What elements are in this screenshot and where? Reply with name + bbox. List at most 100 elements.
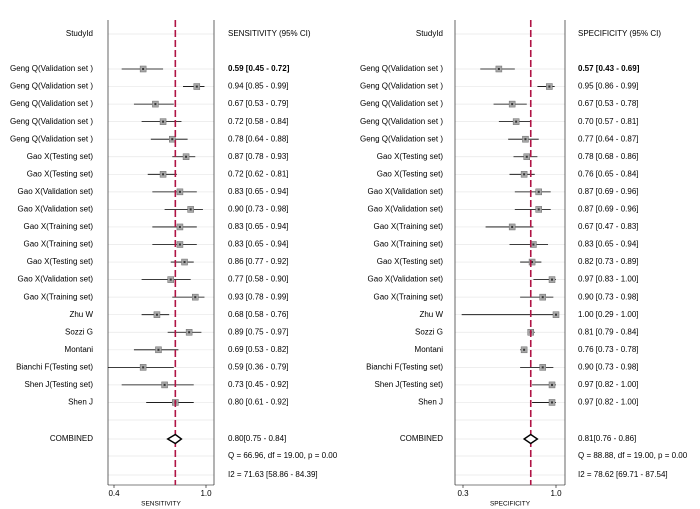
study-estimate-value: 0.83 [0.65 - 0.94] xyxy=(578,240,639,249)
study-estimate-value: 0.59 [0.36 - 0.79] xyxy=(228,362,289,371)
study-estimate-value: 0.76 [0.73 - 0.78] xyxy=(578,345,639,354)
point-estimate-center xyxy=(532,243,535,246)
study-estimate-value: 0.77 [0.58 - 0.90] xyxy=(228,275,289,284)
study-estimate-value: 0.97 [0.83 - 1.00] xyxy=(578,275,639,284)
study-name: Geng Q(Validation set ) xyxy=(360,82,443,91)
point-estimate-center xyxy=(163,383,166,386)
point-estimate-center xyxy=(157,348,160,351)
point-estimate-center xyxy=(169,278,172,281)
point-estimate-center xyxy=(541,366,544,369)
combined-estimate-value: 0.80[0.75 - 0.84] xyxy=(228,434,286,443)
point-estimate-center xyxy=(523,173,526,176)
study-estimate-value: 0.89 [0.75 - 0.97] xyxy=(228,327,289,336)
study-estimate-value: 0.87 [0.78 - 0.93] xyxy=(228,152,289,161)
point-estimate-center xyxy=(194,296,197,299)
study-estimate-value: 1.00 [0.29 - 1.00] xyxy=(578,310,639,319)
study-estimate-value: 0.57 [0.43 - 0.69] xyxy=(578,64,640,73)
study-name: Gao X(Testing set) xyxy=(27,152,94,161)
study-estimate-value: 0.87 [0.69 - 0.96] xyxy=(578,205,639,214)
study-estimate-value: 0.73 [0.45 - 0.92] xyxy=(228,380,289,389)
study-name: Zhu W xyxy=(419,310,443,319)
point-estimate-center xyxy=(523,348,526,351)
study-estimate-value: 0.70 [0.57 - 0.81] xyxy=(578,117,639,126)
point-estimate-center xyxy=(511,225,514,228)
point-estimate-center xyxy=(524,138,527,141)
combined-diamond xyxy=(522,433,539,445)
study-estimate-value: 0.72 [0.58 - 0.84] xyxy=(228,117,289,126)
study-estimate-value: 0.69 [0.53 - 0.82] xyxy=(228,345,289,354)
point-estimate-center xyxy=(531,261,534,264)
study-name: Gao X(Training set) xyxy=(373,240,443,249)
study-name: Bianchi F(Testing set) xyxy=(16,362,93,371)
point-estimate-center xyxy=(515,120,518,123)
study-column-header: StudyId xyxy=(416,29,443,38)
study-name: Geng Q(Validation set ) xyxy=(360,99,443,108)
study-name: Zhu W xyxy=(69,310,93,319)
x-axis-title: SPECIFICITY xyxy=(490,501,531,508)
study-name: Sozzi G xyxy=(65,327,93,336)
combined-diamond xyxy=(166,433,183,445)
x-tick-label: 1.0 xyxy=(200,489,212,498)
point-estimate-center xyxy=(551,278,554,281)
point-estimate-center xyxy=(154,103,157,106)
study-name: Gao X(Testing set) xyxy=(377,152,444,161)
x-tick-label: 1.0 xyxy=(550,489,562,498)
study-name: Gao X(Validation set) xyxy=(18,205,94,214)
study-name: Gao X(Training set) xyxy=(23,292,93,301)
study-estimate-value: 0.67 [0.53 - 0.78] xyxy=(578,99,639,108)
study-estimate-value: 0.97 [0.82 - 1.00] xyxy=(578,398,639,407)
point-estimate-center xyxy=(537,208,540,211)
point-estimate-center xyxy=(155,313,158,316)
point-estimate-center xyxy=(541,296,544,299)
point-estimate-center xyxy=(183,261,186,264)
study-estimate-value: 0.78 [0.64 - 0.88] xyxy=(228,134,289,143)
study-estimate-value: 0.82 [0.73 - 0.89] xyxy=(578,257,639,266)
study-estimate-value: 0.86 [0.77 - 0.92] xyxy=(228,257,289,266)
heterogeneity-stat: Q = 66.96, df = 19.00, p = 0.00 xyxy=(228,451,338,460)
point-estimate-center xyxy=(178,225,181,228)
study-estimate-value: 0.90 [0.73 - 0.98] xyxy=(578,362,639,371)
study-estimate-value: 0.83 [0.65 - 0.94] xyxy=(228,187,289,196)
study-name: Shen J(Testing set) xyxy=(25,380,94,389)
study-name: Sozzi G xyxy=(415,327,443,336)
study-name: Gao X(Testing set) xyxy=(27,257,94,266)
point-estimate-center xyxy=(548,85,551,88)
study-estimate-value: 0.80 [0.61 - 0.92] xyxy=(228,398,289,407)
study-estimate-value: 0.68 [0.58 - 0.76] xyxy=(228,310,289,319)
study-name: Geng Q(Validation set ) xyxy=(10,99,93,108)
study-name: Gao X(Testing set) xyxy=(377,257,444,266)
study-name: Geng Q(Validation set ) xyxy=(10,117,93,126)
point-estimate-center xyxy=(195,85,198,88)
study-estimate-value: 0.93 [0.78 - 0.99] xyxy=(228,292,289,301)
study-estimate-value: 0.67 [0.47 - 0.83] xyxy=(578,222,639,231)
value-column-header: SENSITIVITY (95% CI) xyxy=(228,29,311,38)
point-estimate-center xyxy=(185,155,188,158)
study-name: Gao X(Training set) xyxy=(23,240,93,249)
study-name: Montani xyxy=(415,345,444,354)
study-name: Geng Q(Validation set ) xyxy=(10,64,93,73)
point-estimate-center xyxy=(178,243,181,246)
x-tick-label: 0.3 xyxy=(457,489,469,498)
point-estimate-center xyxy=(497,68,500,70)
study-name: Geng Q(Validation set ) xyxy=(360,134,443,143)
study-estimate-value: 0.90 [0.73 - 0.98] xyxy=(578,292,639,301)
heterogeneity-stat: I2 = 78.62 [69.71 - 87.54] xyxy=(578,470,668,479)
study-name: Montani xyxy=(65,345,94,354)
combined-label: COMBINED xyxy=(400,434,443,443)
point-estimate-center xyxy=(537,190,540,193)
study-name: Gao X(Testing set) xyxy=(27,169,94,178)
x-tick-label: 0.4 xyxy=(108,489,120,498)
study-name: Bianchi F(Testing set) xyxy=(366,362,443,371)
study-estimate-value: 0.87 [0.69 - 0.96] xyxy=(578,187,639,196)
study-estimate-value: 0.94 [0.85 - 0.99] xyxy=(228,82,289,91)
point-estimate-center xyxy=(525,155,528,158)
point-estimate-center xyxy=(551,383,554,386)
study-estimate-value: 0.78 [0.68 - 0.86] xyxy=(578,152,639,161)
combined-estimate-value: 0.81[0.76 - 0.86] xyxy=(578,434,636,443)
study-name: Gao X(Validation set) xyxy=(18,187,94,196)
point-estimate-center xyxy=(555,313,557,316)
study-name: Gao X(Training set) xyxy=(373,292,443,301)
study-name: Gao X(Validation set) xyxy=(368,187,444,196)
study-column-header: StudyId xyxy=(66,29,93,38)
